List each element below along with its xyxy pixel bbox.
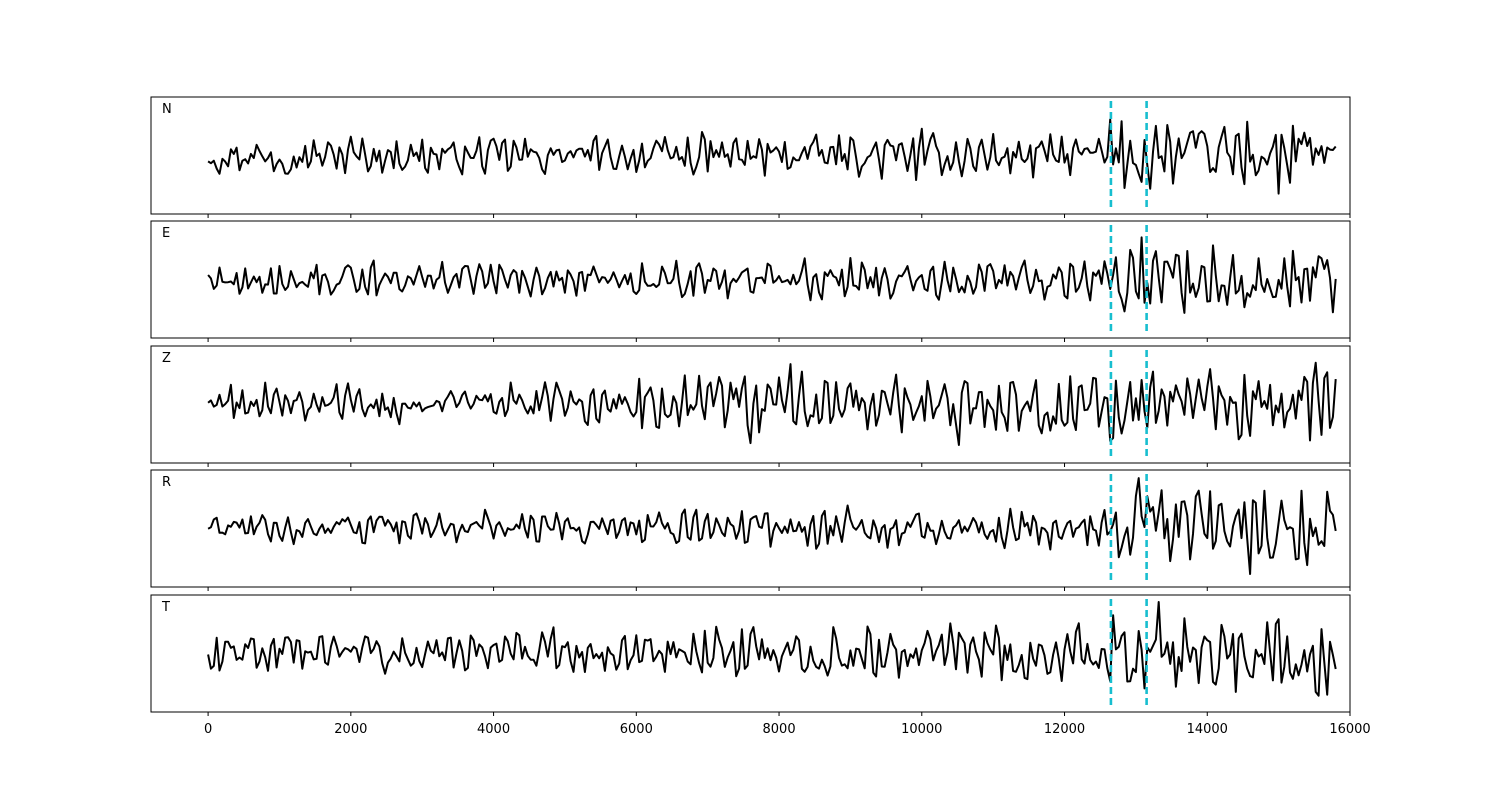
panel-z: Z [150, 345, 1351, 467]
panel-n: N [150, 96, 1351, 218]
x-tick-label: 0 [204, 722, 212, 737]
x-axis: 0 2000 4000 6000 8000 10000 12000 14000 16000 [204, 722, 1371, 737]
trace-line [207, 118, 1337, 195]
trace-line [207, 477, 1337, 575]
panel-frame [150, 345, 1351, 464]
x-tick-label: 4000 [477, 722, 510, 737]
panel-frame [150, 96, 1351, 215]
panel-frame [150, 594, 1351, 713]
x-tick-label: 8000 [763, 722, 796, 737]
x-tick-label: 6000 [620, 722, 653, 737]
panel-frame [150, 220, 1351, 339]
channel-label: N [162, 102, 172, 117]
channel-label: R [162, 475, 171, 490]
trace-line [207, 361, 1337, 446]
channel-label: T [161, 600, 170, 615]
channel-label: Z [162, 351, 171, 366]
x-tick-label: 2000 [334, 722, 367, 737]
panel-frame [150, 469, 1351, 588]
trace-line [207, 601, 1337, 697]
panel-r: R [150, 469, 1351, 591]
panel-t: T [150, 594, 1351, 716]
panels-group: N E Z R T [150, 96, 1351, 716]
x-tick-label: 16000 [1329, 722, 1370, 737]
trace-line [207, 236, 1337, 314]
x-tick-label: 10000 [901, 722, 942, 737]
x-tick-label: 14000 [1187, 722, 1228, 737]
channel-label: E [162, 226, 170, 241]
panel-e: E [150, 220, 1351, 342]
x-tick-label: 12000 [1044, 722, 1085, 737]
